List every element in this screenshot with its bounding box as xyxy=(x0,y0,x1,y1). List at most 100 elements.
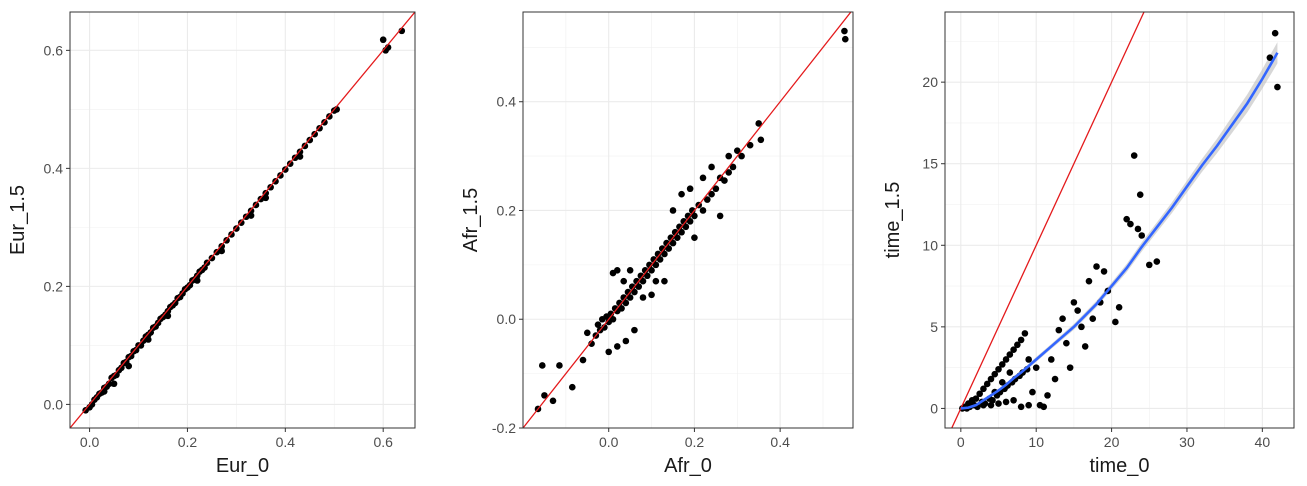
time-point xyxy=(1100,268,1108,275)
time-y-tick-label: 0 xyxy=(930,400,938,416)
time-point xyxy=(1010,396,1017,404)
time-smooth-line xyxy=(960,52,1279,410)
eur-x-axis-title: Eur_0 xyxy=(216,455,269,477)
time-point xyxy=(1085,277,1093,285)
eur-point xyxy=(110,380,118,388)
time-point xyxy=(1078,323,1085,331)
afr-point xyxy=(721,177,728,184)
time-point xyxy=(1081,343,1089,350)
afr-point xyxy=(725,152,733,160)
panel-afr: 0.0 0.2 0.4 -0.2 0.0 0.2 0.4 Afr_0 Afr_1.5 xyxy=(460,11,854,477)
time-point xyxy=(1017,336,1025,344)
eur-y-tick-label: 0.2 xyxy=(44,278,64,294)
time-grid xyxy=(945,12,1294,428)
time-point xyxy=(1025,356,1032,363)
afr-point xyxy=(622,299,630,307)
afr-point xyxy=(708,163,715,171)
afr-x-tick-label: 0.4 xyxy=(770,434,790,450)
time-point xyxy=(1074,307,1081,314)
time-point xyxy=(1089,315,1097,322)
time-point xyxy=(1145,261,1153,269)
time-point xyxy=(1010,346,1017,353)
afr-point xyxy=(712,185,720,193)
time-x-tick-label: 10 xyxy=(1028,434,1044,450)
eur-plot-area xyxy=(70,12,415,428)
afr-point xyxy=(686,185,694,193)
eur-panel-border xyxy=(69,11,416,429)
time-point xyxy=(1006,351,1014,358)
afr-point xyxy=(678,190,685,198)
afr-point xyxy=(757,136,765,144)
time-point xyxy=(1055,326,1063,334)
eur-point xyxy=(100,388,108,395)
eur-x-tick-label: 0.6 xyxy=(373,434,393,450)
afr-point xyxy=(661,250,668,258)
time-y-tick-label: 5 xyxy=(930,319,938,335)
time-y-tick-label: 20 xyxy=(922,74,938,90)
afr-point xyxy=(609,315,617,323)
time-x-axis-title: time_0 xyxy=(1089,455,1149,477)
time-point xyxy=(1025,401,1032,409)
afr-point xyxy=(613,343,621,350)
afr-point xyxy=(538,362,546,369)
time-point xyxy=(1136,191,1144,199)
afr-point xyxy=(622,337,630,345)
time-point xyxy=(1002,398,1010,406)
afr-y-tick-label: 0.0 xyxy=(497,311,517,327)
afr-x-axis-title: Afr_0 xyxy=(664,455,712,477)
afr-point xyxy=(556,362,563,369)
time-point xyxy=(1274,83,1281,91)
afr-point xyxy=(541,392,548,399)
time-point xyxy=(983,380,991,388)
eur-y-axis-title: Eur_1.5 xyxy=(7,185,29,255)
afr-point xyxy=(579,356,587,364)
afr-point xyxy=(635,283,643,290)
afr-panel-border xyxy=(522,11,854,429)
afr-point xyxy=(583,329,591,337)
time-point xyxy=(1040,403,1048,411)
time-point xyxy=(1021,330,1029,337)
time-point xyxy=(1047,356,1055,363)
afr-point xyxy=(716,212,724,220)
eur-x-tick-label: 0.2 xyxy=(178,434,198,450)
afr-point xyxy=(725,169,733,176)
afr-y-tick-label: 0.4 xyxy=(497,94,517,110)
eur-point xyxy=(379,36,387,44)
time-point xyxy=(1044,392,1051,399)
time-x-tick-label: 0 xyxy=(957,434,965,450)
afr-point xyxy=(613,267,621,274)
eur-point xyxy=(125,362,133,370)
afr-point xyxy=(691,234,698,241)
afr-point xyxy=(594,321,602,328)
time-point xyxy=(998,361,1006,368)
afr-point xyxy=(626,294,634,301)
time-point xyxy=(980,401,987,409)
time-point xyxy=(1051,375,1059,383)
time-panel-bg xyxy=(945,12,1294,428)
afr-point xyxy=(652,261,660,269)
panel-time: 0 10 20 30 40 0 5 10 15 20 time_0 time_1.5 xyxy=(882,11,1295,477)
time-point xyxy=(972,395,980,402)
time-point xyxy=(998,379,1006,386)
afr-point xyxy=(665,245,673,252)
afr-point xyxy=(841,35,849,43)
time-point xyxy=(1138,232,1146,239)
time-y-tick-label: 15 xyxy=(922,156,938,172)
afr-point xyxy=(648,267,655,274)
afr-x-tick-label: 0.2 xyxy=(685,434,705,450)
time-point xyxy=(1029,388,1036,396)
afr-point xyxy=(669,207,677,214)
afr-point xyxy=(549,397,557,405)
time-plot-area xyxy=(951,12,1281,428)
afr-point xyxy=(729,163,737,171)
afr-point xyxy=(643,272,651,280)
time-point xyxy=(991,370,999,378)
time-point xyxy=(1112,318,1119,326)
afr-point xyxy=(673,234,681,241)
afr-point xyxy=(639,277,647,285)
afr-point xyxy=(841,27,848,35)
eur-point xyxy=(193,277,201,284)
time-x-tick-label: 20 xyxy=(1104,434,1120,450)
eur-point xyxy=(296,153,304,160)
afr-point xyxy=(691,212,698,220)
